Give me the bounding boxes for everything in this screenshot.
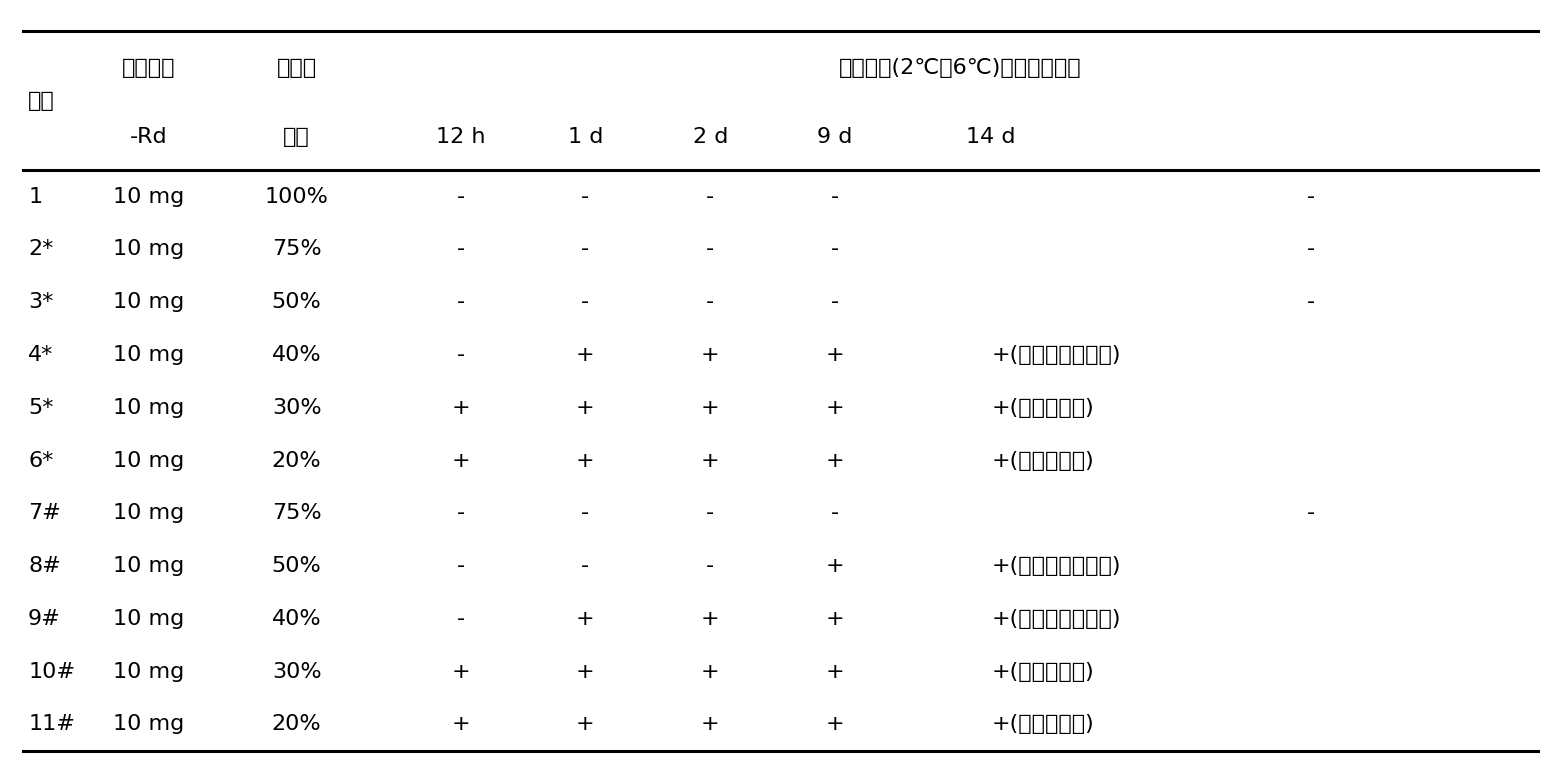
Text: +: + <box>701 450 720 471</box>
Text: -: - <box>1307 187 1316 207</box>
Text: -: - <box>581 187 590 207</box>
Text: 3*: 3* <box>28 293 53 312</box>
Text: 30%: 30% <box>272 662 322 682</box>
Text: +(瓶底有白色颗粒): +(瓶底有白色颗粒) <box>991 556 1121 576</box>
Text: 7#: 7# <box>28 503 61 523</box>
Text: 5*: 5* <box>28 398 53 418</box>
Text: +(瓶底有白色颗粒): +(瓶底有白色颗粒) <box>991 345 1121 365</box>
Text: -: - <box>830 239 840 259</box>
Text: +: + <box>826 345 845 365</box>
Text: -: - <box>1307 503 1316 523</box>
Text: +: + <box>826 714 845 735</box>
Text: 10 mg: 10 mg <box>112 293 184 312</box>
Text: 浓度: 浓度 <box>283 128 311 147</box>
Text: 10 mg: 10 mg <box>112 398 184 418</box>
Text: 8#: 8# <box>28 556 61 576</box>
Text: 10#: 10# <box>28 662 75 682</box>
Text: +: + <box>451 714 470 735</box>
Text: -: - <box>456 503 465 523</box>
Text: -: - <box>706 556 715 576</box>
Text: -: - <box>706 239 715 259</box>
Text: 10 mg: 10 mg <box>112 450 184 471</box>
Text: +: + <box>576 662 595 682</box>
Text: 12 h: 12 h <box>436 128 485 147</box>
Text: +: + <box>826 556 845 576</box>
Text: 低温保存(2℃～6℃)时丁达尔现象: 低温保存(2℃～6℃)时丁达尔现象 <box>838 58 1082 77</box>
Text: -: - <box>456 345 465 365</box>
Text: +: + <box>576 450 595 471</box>
Text: +: + <box>451 450 470 471</box>
Text: +: + <box>701 609 720 628</box>
Text: -: - <box>1307 293 1316 312</box>
Text: +: + <box>576 714 595 735</box>
Text: -: - <box>706 503 715 523</box>
Text: 10 mg: 10 mg <box>112 187 184 207</box>
Text: 2*: 2* <box>28 239 53 259</box>
Text: +: + <box>701 714 720 735</box>
Text: +: + <box>701 662 720 682</box>
Text: 50%: 50% <box>272 556 322 576</box>
Text: 10 mg: 10 mg <box>112 609 184 628</box>
Text: 4*: 4* <box>28 345 53 365</box>
Text: +: + <box>701 345 720 365</box>
Text: -: - <box>581 503 590 523</box>
Text: -: - <box>830 503 840 523</box>
Text: -: - <box>581 239 590 259</box>
Text: 14 d: 14 d <box>966 128 1016 147</box>
Text: 30%: 30% <box>272 398 322 418</box>
Text: -: - <box>456 609 465 628</box>
Text: 75%: 75% <box>272 503 322 523</box>
Text: 人参皂苷: 人参皂苷 <box>122 58 175 77</box>
Text: 9#: 9# <box>28 609 61 628</box>
Text: 10 mg: 10 mg <box>112 556 184 576</box>
Text: +: + <box>826 450 845 471</box>
Text: 20%: 20% <box>272 450 322 471</box>
Text: -: - <box>456 293 465 312</box>
Text: -: - <box>706 187 715 207</box>
Text: 10 mg: 10 mg <box>112 714 184 735</box>
Text: +(瓶底有沉淀): +(瓶底有沉淀) <box>991 450 1094 471</box>
Text: +: + <box>826 662 845 682</box>
Text: 2 d: 2 d <box>693 128 727 147</box>
Text: -: - <box>830 293 840 312</box>
Text: +(瓶底有沉淀): +(瓶底有沉淀) <box>991 714 1094 735</box>
Text: -: - <box>456 239 465 259</box>
Text: 75%: 75% <box>272 239 322 259</box>
Text: -: - <box>830 187 840 207</box>
Text: +(瓶底有白色颗粒): +(瓶底有白色颗粒) <box>991 609 1121 628</box>
Text: 编号: 编号 <box>28 91 55 111</box>
Text: +: + <box>576 398 595 418</box>
Text: 1: 1 <box>28 187 42 207</box>
Text: 11#: 11# <box>28 714 75 735</box>
Text: +: + <box>451 662 470 682</box>
Text: 10 mg: 10 mg <box>112 239 184 259</box>
Text: -: - <box>706 293 715 312</box>
Text: -: - <box>581 293 590 312</box>
Text: 10 mg: 10 mg <box>112 662 184 682</box>
Text: -: - <box>581 556 590 576</box>
Text: +(瓶底有沉淀): +(瓶底有沉淀) <box>991 662 1094 682</box>
Text: 40%: 40% <box>272 609 322 628</box>
Text: +: + <box>826 398 845 418</box>
Text: +: + <box>576 345 595 365</box>
Text: 10 mg: 10 mg <box>112 345 184 365</box>
Text: +: + <box>826 609 845 628</box>
Text: +(瓶底有沉淀): +(瓶底有沉淀) <box>991 398 1094 418</box>
Text: 20%: 20% <box>272 714 322 735</box>
Text: -: - <box>1307 239 1316 259</box>
Text: 50%: 50% <box>272 293 322 312</box>
Text: +: + <box>576 609 595 628</box>
Text: -Rd: -Rd <box>130 128 167 147</box>
Text: 丙二醇: 丙二醇 <box>276 58 317 77</box>
Text: 10 mg: 10 mg <box>112 503 184 523</box>
Text: -: - <box>456 187 465 207</box>
Text: 40%: 40% <box>272 345 322 365</box>
Text: -: - <box>456 556 465 576</box>
Text: 9 d: 9 d <box>818 128 852 147</box>
Text: 1 d: 1 d <box>568 128 603 147</box>
Text: +: + <box>701 398 720 418</box>
Text: +: + <box>451 398 470 418</box>
Text: 100%: 100% <box>265 187 328 207</box>
Text: 6*: 6* <box>28 450 53 471</box>
